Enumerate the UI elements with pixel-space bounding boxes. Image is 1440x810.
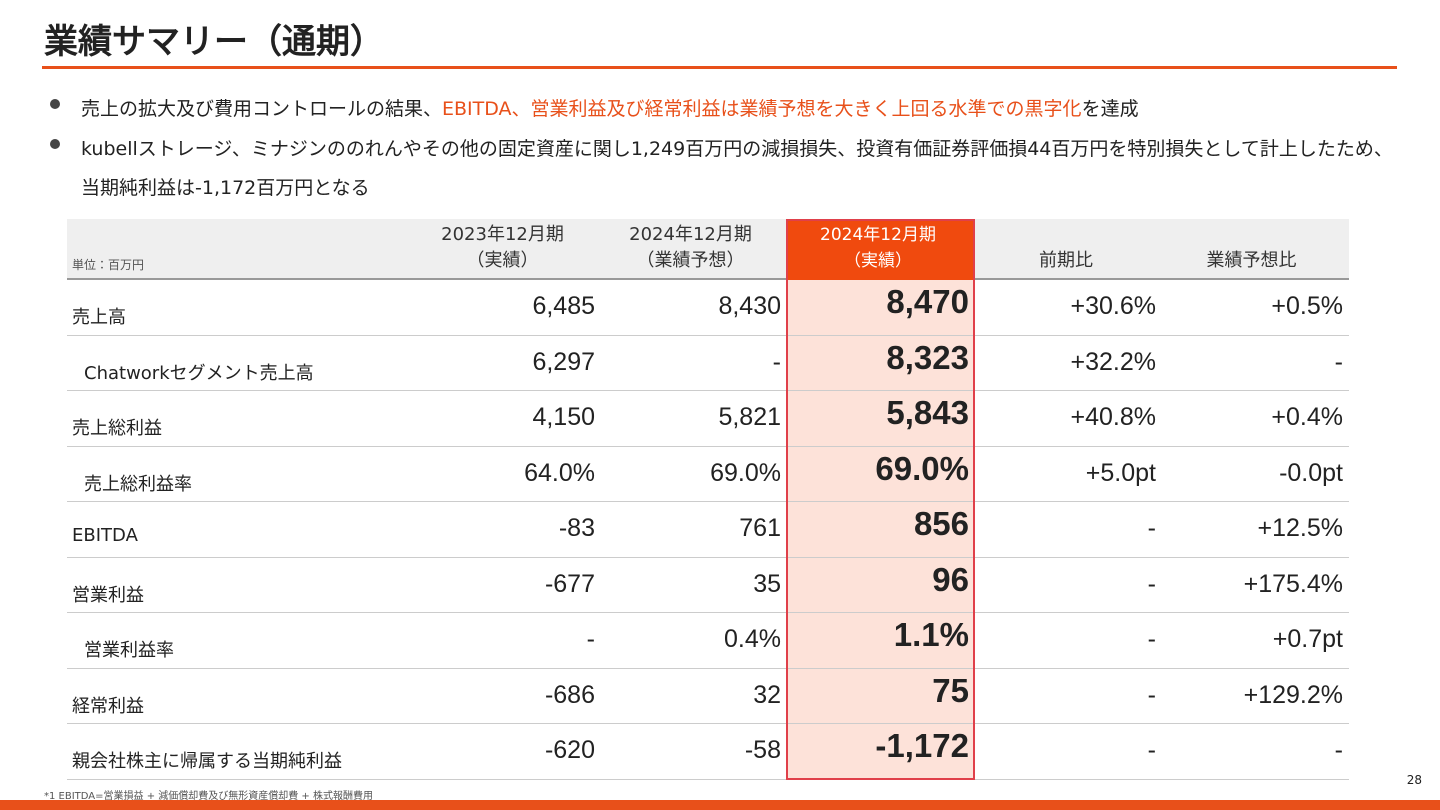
highlight-value: 69.0% xyxy=(875,449,969,487)
bullet-text: 売上の拡大及び費用コントロールの結果、EBITDA、営業利益及び経常利益は業績予… xyxy=(81,90,1401,129)
cell-value: 35 xyxy=(753,569,781,598)
highlight-value: 856 xyxy=(913,505,969,542)
row-label: 営業利益率 xyxy=(84,640,174,661)
header-rule xyxy=(67,278,1349,280)
cell-value: +0.5% xyxy=(1271,292,1343,320)
cell-value: -677 xyxy=(544,569,595,598)
column-header-line: 2023年12月期 xyxy=(441,224,564,245)
cell-value: 761 xyxy=(739,514,781,542)
cell-value: -83 xyxy=(558,514,595,542)
row-label: 売上総利益率 xyxy=(84,473,192,495)
row-label: Chatworkセグメント売上高 xyxy=(84,362,314,384)
cell-value: - xyxy=(586,625,595,653)
cell-value: - xyxy=(1147,680,1156,709)
highlight-value: 1.1% xyxy=(893,616,969,653)
highlight-column xyxy=(787,219,974,780)
column-header-line: 前期比 xyxy=(1039,250,1093,271)
cell-value: +5.0pt xyxy=(1085,458,1156,487)
cell-value: -620 xyxy=(544,736,595,764)
bullet-text-part: を達成 xyxy=(1081,98,1139,120)
cell-value: +12.5% xyxy=(1257,514,1344,542)
bullet-highlight: EBITDA、営業利益及び経常利益は業績予想を大きく上回る水準での黒字化 xyxy=(442,98,1082,120)
row-rule xyxy=(67,667,1349,669)
column-header-line: 2024年12月期 xyxy=(629,224,752,245)
column-header-line: （実績） xyxy=(466,250,539,271)
row-label: 売上高 xyxy=(72,307,126,328)
row-rule xyxy=(67,556,1349,558)
highlight-border xyxy=(786,219,975,780)
cell-value: -0.0pt xyxy=(1279,458,1343,487)
cell-value: -686 xyxy=(544,680,595,709)
highlight-value: 96 xyxy=(932,560,969,598)
table-unit: 単位：百万円 xyxy=(72,258,145,272)
highlight-value: 8,470 xyxy=(886,283,969,320)
bullet-text: kubellストレージ、ミナジンののれんやその他の固定資産に関し1,249百万円… xyxy=(81,130,1401,208)
cell-value: - xyxy=(1334,347,1343,376)
cell-value: 5,821 xyxy=(718,403,781,431)
cell-value: +30.6% xyxy=(1070,292,1157,320)
table-header-bg xyxy=(67,219,1349,280)
row-label: 経常利益 xyxy=(72,695,144,717)
highlight-value: -1,172 xyxy=(875,727,969,764)
cell-value: 6,297 xyxy=(532,347,595,376)
row-rule xyxy=(67,501,1349,502)
column-header: 2024年12月期 （実績） xyxy=(778,222,978,274)
row-label: EBITDA xyxy=(72,525,138,546)
bullet-dot xyxy=(50,139,60,149)
cell-value: 6,485 xyxy=(532,292,595,320)
cell-value: 69.0% xyxy=(710,458,781,487)
row-rule xyxy=(67,723,1349,724)
bullet-dot xyxy=(50,99,60,109)
row-rule xyxy=(67,334,1349,336)
cell-value: - xyxy=(1147,736,1156,764)
column-header-line: （実績） xyxy=(844,251,912,271)
page-number: 28 xyxy=(1406,773,1422,787)
cell-value: - xyxy=(1147,514,1156,542)
cell-value: 64.0% xyxy=(524,458,595,487)
row-rule xyxy=(67,390,1349,391)
highlight-value: 8,323 xyxy=(886,338,969,376)
row-rule xyxy=(67,612,1349,613)
cell-value: - xyxy=(1147,625,1156,653)
column-header: 2023年12月期 （実績） xyxy=(403,222,603,274)
row-label: 営業利益 xyxy=(72,584,144,606)
row-label: 売上総利益 xyxy=(72,418,162,439)
cell-value: - xyxy=(772,347,781,376)
slide-title: 業績サマリー（通期） xyxy=(44,22,384,62)
cell-value: 4,150 xyxy=(532,403,595,431)
cell-value: +129.2% xyxy=(1243,680,1343,709)
cell-value: 0.4% xyxy=(724,625,781,653)
cell-value: -58 xyxy=(744,736,781,764)
cell-value: 32 xyxy=(753,680,781,709)
row-rule xyxy=(67,445,1349,447)
column-header: 前期比 xyxy=(966,248,1166,274)
cell-value: - xyxy=(1147,569,1156,598)
row-rule xyxy=(67,778,1349,780)
column-header-line: 2024年12月期 xyxy=(820,225,936,245)
column-header-line: 業績予想比 xyxy=(1206,250,1297,271)
column-header: 業績予想比 xyxy=(1152,248,1352,274)
column-header: 2024年12月期 （業績予想） xyxy=(591,222,791,274)
cell-value: +0.7pt xyxy=(1272,625,1343,653)
bottom-bar xyxy=(0,800,1440,810)
footnote: *1 EBITDA=営業損益 + 減価償却費及び無形資産償却費 + 株式報酬費用 xyxy=(44,791,373,802)
cell-value: +32.2% xyxy=(1070,347,1157,376)
column-header-line: （業績予想） xyxy=(636,250,745,271)
cell-value: - xyxy=(1334,736,1343,764)
bullet-text-part: 売上の拡大及び費用コントロールの結果、 xyxy=(81,98,443,120)
row-label: 親会社株主に帰属する当期純利益 xyxy=(72,751,342,772)
bullet-text-part: kubellストレージ、ミナジンののれんやその他の固定資産に関し1,249百万円… xyxy=(81,138,1393,199)
cell-value: 8,430 xyxy=(718,292,781,320)
highlight-value: 5,843 xyxy=(886,394,969,431)
cell-value: +0.4% xyxy=(1271,403,1343,431)
highlight-header xyxy=(787,219,974,280)
cell-value: +40.8% xyxy=(1070,403,1157,431)
highlight-value: 75 xyxy=(932,671,969,709)
title-rule xyxy=(42,66,1397,69)
cell-value: +175.4% xyxy=(1243,569,1343,598)
